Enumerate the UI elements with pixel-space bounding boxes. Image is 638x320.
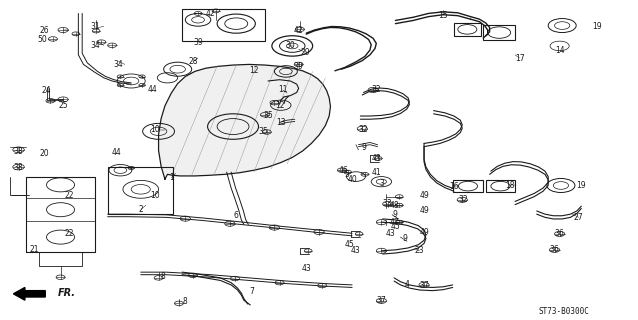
- Text: 39: 39: [193, 38, 203, 47]
- Text: 48: 48: [389, 201, 399, 210]
- Text: 12: 12: [249, 66, 259, 75]
- Text: 43: 43: [385, 229, 395, 238]
- Text: 32: 32: [359, 125, 368, 134]
- Text: 43: 43: [371, 154, 381, 163]
- Text: 49: 49: [419, 190, 429, 200]
- Text: 36: 36: [555, 229, 565, 238]
- Bar: [108, 167, 173, 214]
- Text: 43: 43: [351, 246, 361, 255]
- Text: 13: 13: [276, 118, 286, 127]
- Text: 49: 49: [419, 206, 429, 215]
- Text: 18: 18: [505, 181, 515, 190]
- Text: 47: 47: [389, 218, 399, 227]
- Text: 44: 44: [112, 148, 121, 156]
- Text: 29: 29: [300, 48, 310, 57]
- Text: ST73-B0300C: ST73-B0300C: [538, 307, 590, 316]
- Text: 20: 20: [39, 149, 48, 158]
- Text: 6: 6: [234, 211, 239, 220]
- Text: 37: 37: [376, 296, 386, 305]
- Text: FR.: FR.: [58, 288, 76, 298]
- Text: 32: 32: [458, 195, 468, 204]
- Text: 31: 31: [90, 22, 100, 31]
- Text: 3: 3: [379, 180, 384, 188]
- Text: 10: 10: [150, 125, 160, 134]
- Text: 28: 28: [188, 57, 198, 66]
- Text: 33: 33: [383, 199, 392, 208]
- Text: 44: 44: [147, 85, 157, 94]
- Text: 38: 38: [13, 147, 24, 156]
- Text: 10: 10: [150, 190, 160, 200]
- Text: 23: 23: [415, 246, 424, 255]
- Bar: [483, 25, 515, 40]
- Text: 1: 1: [169, 173, 174, 182]
- Text: 9: 9: [403, 234, 408, 243]
- Bar: [453, 180, 483, 193]
- Text: 9: 9: [361, 143, 366, 152]
- Text: 4: 4: [404, 280, 410, 289]
- Text: 9: 9: [393, 210, 398, 219]
- Text: 8: 8: [183, 297, 188, 306]
- Text: 35: 35: [258, 127, 268, 136]
- Text: 19: 19: [577, 181, 586, 190]
- Text: 43: 43: [301, 264, 311, 273]
- Text: 35: 35: [263, 111, 273, 120]
- Bar: [486, 180, 515, 193]
- Text: 11: 11: [278, 85, 288, 94]
- Text: 19: 19: [592, 22, 602, 31]
- Text: 34: 34: [90, 41, 100, 50]
- Text: 30: 30: [285, 41, 295, 51]
- Text: 17: 17: [515, 53, 524, 62]
- Text: 50: 50: [37, 35, 47, 44]
- Text: 42: 42: [294, 26, 304, 35]
- Bar: [454, 23, 481, 36]
- Text: 32: 32: [371, 85, 381, 94]
- Text: 41: 41: [371, 168, 381, 177]
- Text: 27: 27: [574, 213, 584, 222]
- Text: 22: 22: [64, 190, 74, 200]
- Text: 21: 21: [29, 245, 38, 254]
- Text: 36: 36: [550, 245, 560, 254]
- Text: 14: 14: [555, 45, 565, 55]
- Text: 34: 34: [114, 60, 123, 69]
- Text: 45: 45: [345, 240, 355, 249]
- Polygon shape: [13, 287, 45, 300]
- Text: 46: 46: [338, 166, 348, 175]
- Text: 25: 25: [58, 101, 68, 110]
- Text: 8: 8: [161, 272, 165, 281]
- Text: 40: 40: [347, 175, 357, 184]
- Text: 24: 24: [41, 86, 51, 95]
- Text: 26: 26: [39, 27, 48, 36]
- Text: 12: 12: [275, 101, 285, 110]
- Text: 39: 39: [293, 61, 304, 70]
- Text: 7: 7: [249, 287, 255, 296]
- Text: 45: 45: [390, 222, 400, 231]
- Text: 49: 49: [419, 228, 429, 237]
- Text: 22: 22: [64, 229, 74, 238]
- Text: 37: 37: [419, 281, 429, 290]
- Polygon shape: [159, 64, 330, 179]
- Text: 15: 15: [438, 11, 448, 20]
- Text: 2: 2: [138, 205, 143, 214]
- Text: 5: 5: [345, 170, 350, 179]
- Text: 38: 38: [13, 164, 24, 172]
- Text: 16: 16: [449, 182, 459, 191]
- Bar: [182, 9, 265, 41]
- Text: 42: 42: [206, 9, 216, 18]
